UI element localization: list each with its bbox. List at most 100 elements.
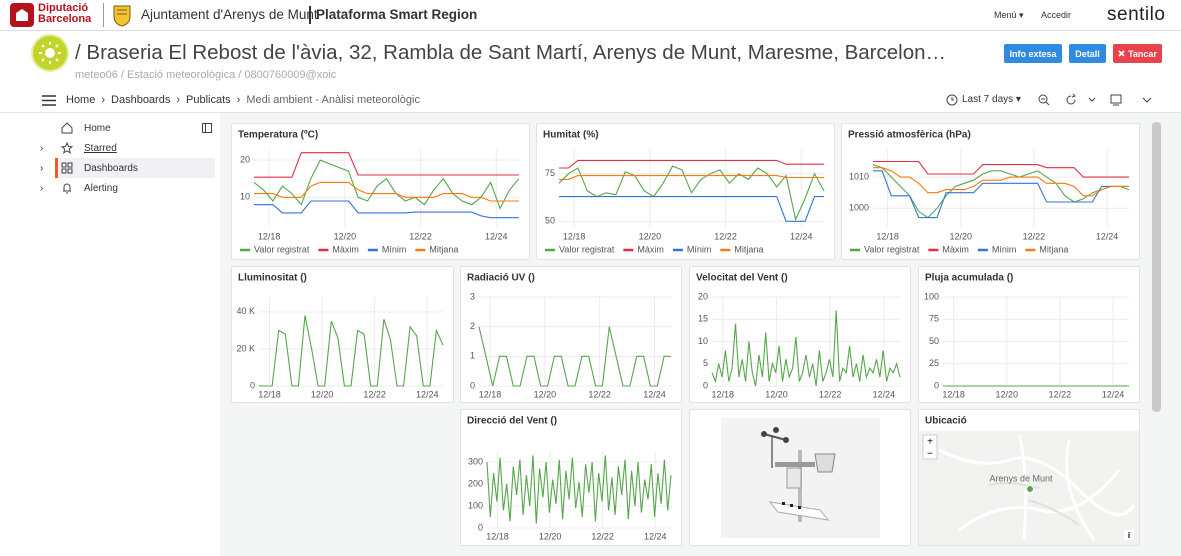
place-label: Arenys de Munt (989, 473, 1053, 483)
y-tick-label: 100 (924, 291, 939, 301)
y-tick-label: 50 (545, 216, 555, 226)
panel-title: Ubicació (925, 416, 967, 427)
x-tick-label: 12/20 (996, 389, 1019, 399)
y-tick-label: 300 (468, 456, 483, 466)
panel-title: Temperatura (ºC) (238, 130, 318, 141)
x-tick-label: 12/24 (485, 231, 508, 241)
y-tick-label: 2 (470, 321, 475, 331)
y-tick-label: 75 (545, 168, 555, 178)
active-marker (55, 158, 58, 178)
chart: Humitat (%) 50 75 12/18 12/20 12/22 12/24 Valor… (543, 130, 825, 254)
sidebar-label[interactable]: Home (84, 122, 111, 134)
button[interactable]: Detall (1069, 44, 1106, 63)
sidebar-item[interactable]: › Alerting (40, 182, 118, 194)
chart: Radiació UV () 0 1 2 3 12/18 12/20 12/22 12/24 (467, 273, 671, 399)
button-label[interactable]: Tancar (1128, 48, 1157, 59)
y-tick-label: 0 (470, 380, 475, 390)
org-line: Diputació (38, 2, 89, 14)
series-line (486, 455, 672, 524)
series-line (711, 310, 901, 387)
x-tick-label: 12/22 (363, 389, 386, 399)
home-icon (61, 122, 73, 134)
chart: Velocitat del Vent () 0 5 10 15 20 12/18 12/20 1… (696, 273, 901, 399)
y-tick-label: 1000 (849, 203, 869, 213)
sidebar-label[interactable]: Dashboards (84, 162, 138, 174)
legend-label: Valor registrat (864, 244, 920, 254)
login[interactable]: Accedir (1041, 10, 1072, 20)
chart-panel: Pressió atmosfèrica (hPa) 1000 1010 12/18 12… (841, 123, 1140, 260)
legend-label: Mínim (992, 244, 1017, 254)
y-tick-label: 1 (470, 351, 475, 361)
zoom-in[interactable]: + (927, 437, 933, 448)
y-tick-label: 50 (929, 336, 939, 346)
chart-panel: Pluja acumulada () 0 25 50 75 100 12/18 12/20 12… (918, 266, 1140, 403)
x-tick-label: 12/20 (534, 389, 557, 399)
legend-label: Màxim (942, 244, 969, 254)
y-tick-label: 0 (703, 380, 708, 390)
time-range-label[interactable]: Last 7 days (962, 94, 1014, 105)
legend-label: Mínim (382, 244, 407, 254)
button[interactable]: Info extesa (1004, 44, 1062, 63)
y-tick-label: 1010 (849, 171, 869, 181)
x-tick-label: 12/20 (334, 231, 357, 241)
org-line: Barcelona (38, 13, 92, 25)
x-tick-label: 12/24 (644, 531, 667, 541)
x-tick-label: 12/18 (479, 389, 502, 399)
y-tick-label: 10 (240, 192, 250, 202)
x-tick-label: 12/20 (539, 531, 562, 541)
divider (103, 3, 104, 27)
zoom-out[interactable]: − (927, 449, 933, 460)
map-info[interactable]: i (1128, 531, 1130, 540)
breadcrumb[interactable]: Home (66, 94, 96, 106)
map: Ubicació + − Arenys de Munt i (919, 416, 1139, 545)
dock-icon[interactable] (202, 123, 212, 133)
x-tick-label: 12/22 (409, 231, 432, 241)
time-range[interactable]: Last 7 days ▾ (962, 94, 1021, 105)
chart: Lluminositat () 0 20 K 40 K 12/18 12/20 12/22 1… (236, 273, 444, 399)
star-icon (61, 142, 73, 154)
image-panel (689, 409, 911, 546)
y-tick-label: 15 (698, 314, 708, 324)
legend-label: Valor registrat (254, 244, 310, 254)
chart-panel: Radiació UV () 0 1 2 3 12/18 12/20 12/22 12/24 (460, 266, 682, 403)
series-line (254, 152, 519, 178)
legend-label: Mínim (687, 244, 712, 254)
sidebar-label[interactable]: Starred (84, 142, 117, 154)
series-line (254, 181, 519, 202)
location-marker[interactable] (1026, 485, 1034, 493)
divider (309, 6, 311, 24)
chart-panel: Temperatura (ºC) 10 20 12/18 12/20 12/22 12/24… (231, 123, 530, 260)
y-tick-label: 20 K (236, 343, 255, 353)
legend-label: Valor registrat (559, 244, 615, 254)
hamburger[interactable] (42, 95, 56, 106)
breadcrumb[interactable]: Dashboards (111, 94, 171, 106)
breadcrumb[interactable]: Publicats (186, 94, 231, 106)
panel-title: Velocitat del Vent () (696, 273, 788, 284)
x-tick-label: 12/24 (1096, 231, 1119, 241)
x-tick-label: 12/24 (416, 389, 439, 399)
sidebar-item-active[interactable]: › Dashboards (40, 158, 215, 178)
button[interactable]: Tancar (1113, 44, 1162, 63)
y-tick-label: 5 (703, 358, 708, 368)
sidebar-item[interactable]: › Starred (40, 142, 117, 154)
menu[interactable]: Menú ▾ (994, 10, 1024, 20)
chart: Pluja acumulada () 0 25 50 75 100 12/18 12/20 12… (924, 273, 1129, 399)
sidebar-item[interactable]: Home (0, 118, 220, 138)
scrollbar[interactable] (1152, 122, 1161, 412)
x-tick-label: 12/18 (563, 231, 586, 241)
menu-label[interactable]: Menú (994, 10, 1017, 20)
panel-title: Lluminositat () (238, 273, 307, 284)
chart: Pressió atmosfèrica (hPa) 1000 1010 12/18 12… (848, 130, 1130, 254)
y-tick-label: 3 (470, 291, 475, 301)
y-tick-label: 0 (478, 522, 483, 532)
sidebar-label[interactable]: Alerting (84, 182, 118, 194)
page-title: / Braseria El Rebost de l'àvia, 32, Ramb… (75, 41, 946, 64)
panel-title: Direcció del Vent () (467, 416, 557, 427)
municipality: Ajuntament d'Arenys de Munt (141, 7, 318, 22)
x-tick-label: 12/20 (311, 389, 334, 399)
series-line (873, 167, 1129, 197)
toolbar-icons[interactable] (1037, 93, 1157, 107)
close-icon (1118, 50, 1125, 57)
series-line (559, 196, 824, 222)
